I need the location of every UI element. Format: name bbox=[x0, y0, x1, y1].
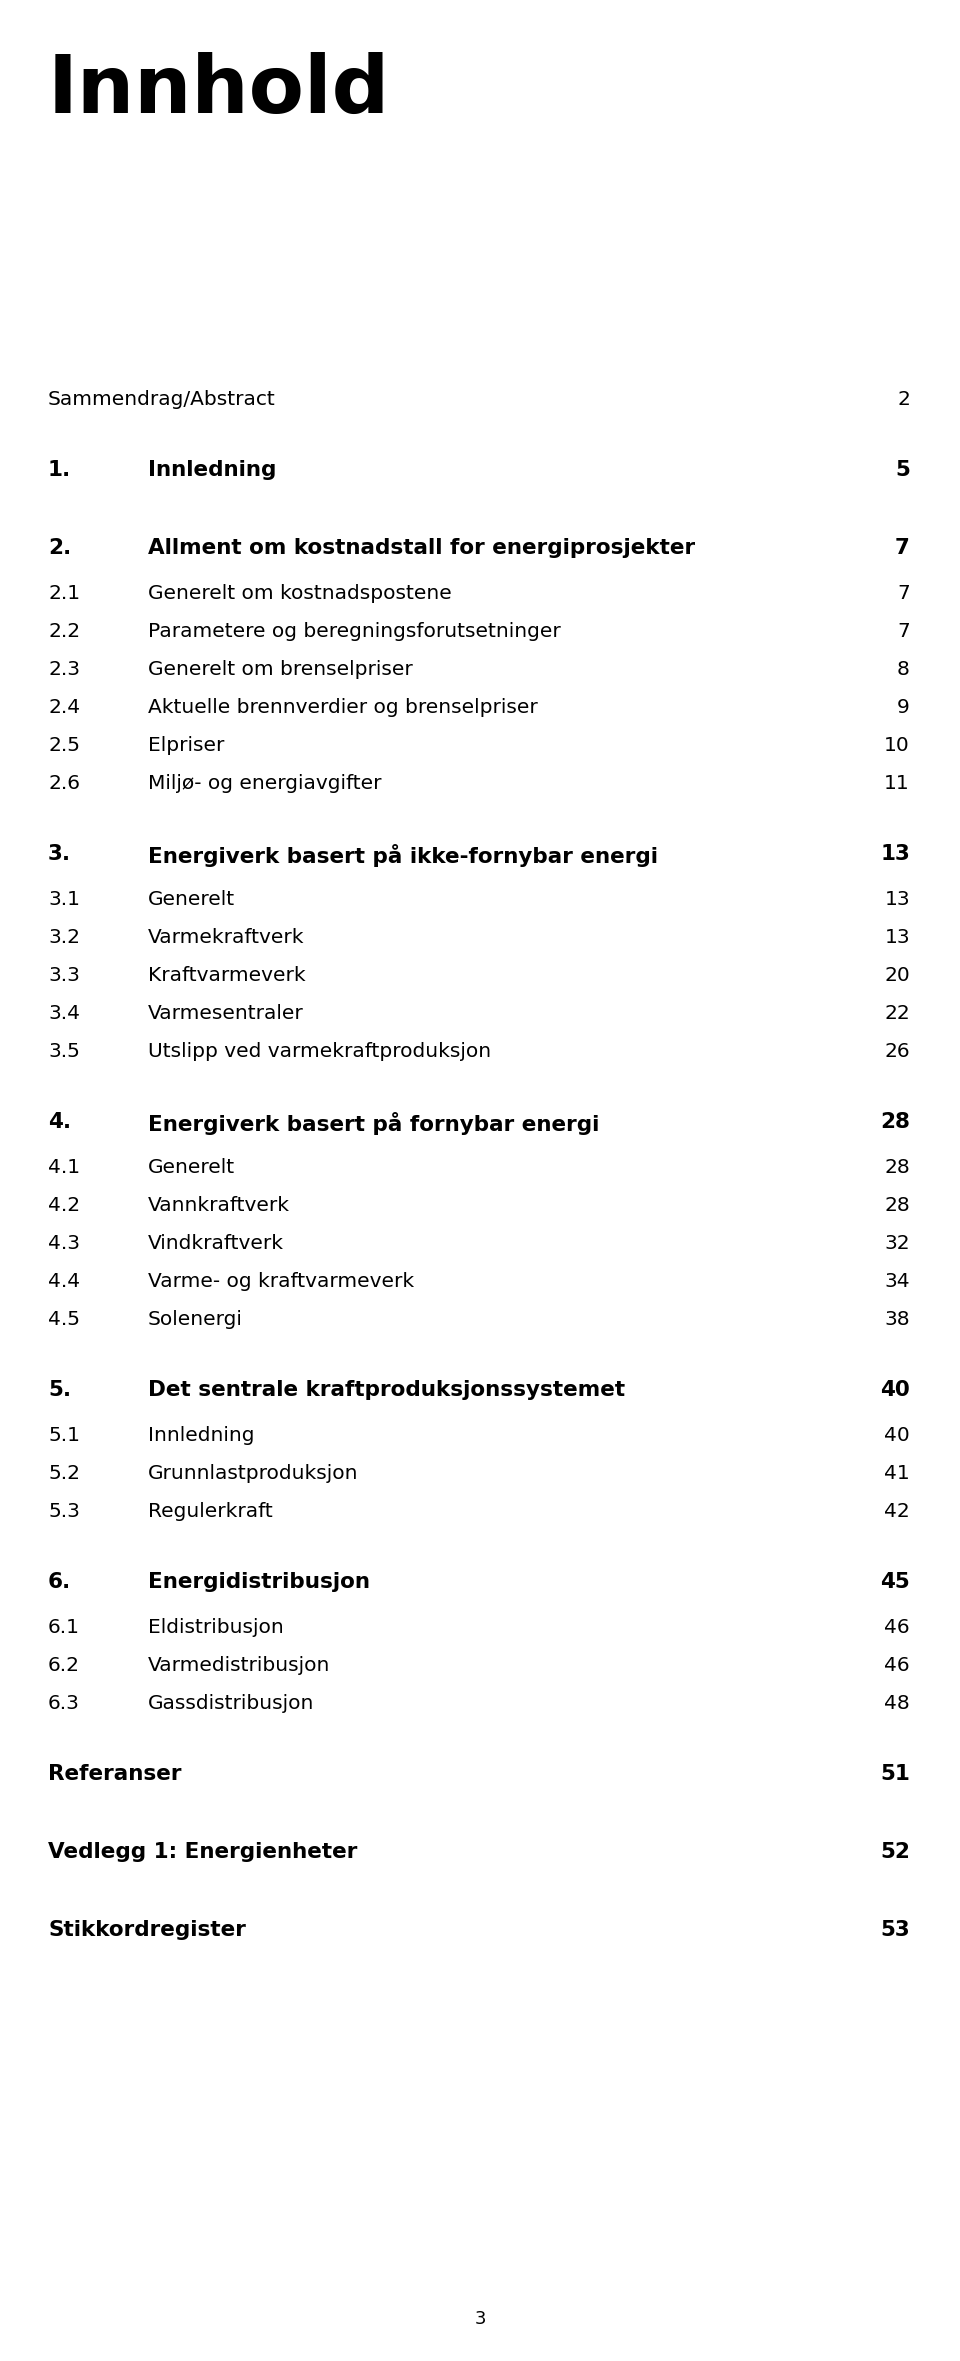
Text: 6.: 6. bbox=[48, 1572, 71, 1591]
Text: 3.2: 3.2 bbox=[48, 928, 80, 947]
Text: 3: 3 bbox=[474, 2309, 486, 2328]
Text: Stikkordregister: Stikkordregister bbox=[48, 1919, 246, 1941]
Text: 13: 13 bbox=[884, 928, 910, 947]
Text: 2.5: 2.5 bbox=[48, 737, 80, 756]
Text: 34: 34 bbox=[884, 1273, 910, 1291]
Text: 4.3: 4.3 bbox=[48, 1235, 80, 1254]
Text: 41: 41 bbox=[884, 1464, 910, 1483]
Text: 13: 13 bbox=[880, 843, 910, 864]
Text: Vindkraftverk: Vindkraftverk bbox=[148, 1235, 284, 1254]
Text: 3.4: 3.4 bbox=[48, 1003, 80, 1022]
Text: 3.5: 3.5 bbox=[48, 1041, 80, 1060]
Text: 32: 32 bbox=[884, 1235, 910, 1254]
Text: Eldistribusjon: Eldistribusjon bbox=[148, 1617, 284, 1636]
Text: 38: 38 bbox=[884, 1310, 910, 1329]
Text: Grunnlastproduksjon: Grunnlastproduksjon bbox=[148, 1464, 358, 1483]
Text: Vedlegg 1: Energienheter: Vedlegg 1: Energienheter bbox=[48, 1842, 357, 1863]
Text: 3.3: 3.3 bbox=[48, 966, 80, 985]
Text: 1.: 1. bbox=[48, 460, 71, 479]
Text: 53: 53 bbox=[880, 1919, 910, 1941]
Text: 2.1: 2.1 bbox=[48, 583, 80, 602]
Text: 45: 45 bbox=[880, 1572, 910, 1591]
Text: Varmesentraler: Varmesentraler bbox=[148, 1003, 303, 1022]
Text: Det sentrale kraftproduksjonssystemet: Det sentrale kraftproduksjonssystemet bbox=[148, 1379, 625, 1400]
Text: 4.: 4. bbox=[48, 1112, 71, 1131]
Text: Referanser: Referanser bbox=[48, 1764, 181, 1785]
Text: Innledning: Innledning bbox=[148, 460, 276, 479]
Text: Vannkraftverk: Vannkraftverk bbox=[148, 1197, 290, 1216]
Text: 20: 20 bbox=[884, 966, 910, 985]
Text: 7: 7 bbox=[895, 538, 910, 557]
Text: Aktuelle brennverdier og brenselpriser: Aktuelle brennverdier og brenselpriser bbox=[148, 699, 538, 718]
Text: 26: 26 bbox=[884, 1041, 910, 1060]
Text: 42: 42 bbox=[884, 1502, 910, 1520]
Text: 4.1: 4.1 bbox=[48, 1157, 80, 1178]
Text: 51: 51 bbox=[880, 1764, 910, 1785]
Text: 4.5: 4.5 bbox=[48, 1310, 80, 1329]
Text: 40: 40 bbox=[884, 1426, 910, 1445]
Text: 6.3: 6.3 bbox=[48, 1693, 80, 1714]
Text: 10: 10 bbox=[884, 737, 910, 756]
Text: Parametere og beregningsforutsetninger: Parametere og beregningsforutsetninger bbox=[148, 621, 561, 640]
Text: 22: 22 bbox=[884, 1003, 910, 1022]
Text: Sammendrag/Abstract: Sammendrag/Abstract bbox=[48, 390, 276, 408]
Text: 28: 28 bbox=[880, 1112, 910, 1131]
Text: Generelt: Generelt bbox=[148, 890, 235, 909]
Text: Regulerkraft: Regulerkraft bbox=[148, 1502, 273, 1520]
Text: 52: 52 bbox=[880, 1842, 910, 1863]
Text: Varmekraftverk: Varmekraftverk bbox=[148, 928, 304, 947]
Text: 2.6: 2.6 bbox=[48, 774, 80, 793]
Text: Innhold: Innhold bbox=[48, 52, 391, 130]
Text: 7: 7 bbox=[898, 583, 910, 602]
Text: 11: 11 bbox=[884, 774, 910, 793]
Text: 5: 5 bbox=[895, 460, 910, 479]
Text: Innledning: Innledning bbox=[148, 1426, 254, 1445]
Text: 6.2: 6.2 bbox=[48, 1655, 80, 1674]
Text: 46: 46 bbox=[884, 1617, 910, 1636]
Text: Elpriser: Elpriser bbox=[148, 737, 225, 756]
Text: 5.1: 5.1 bbox=[48, 1426, 80, 1445]
Text: 40: 40 bbox=[880, 1379, 910, 1400]
Text: 48: 48 bbox=[884, 1693, 910, 1714]
Text: Energidistribusjon: Energidistribusjon bbox=[148, 1572, 370, 1591]
Text: 5.2: 5.2 bbox=[48, 1464, 80, 1483]
Text: 2: 2 bbox=[898, 390, 910, 408]
Text: 7: 7 bbox=[898, 621, 910, 640]
Text: Generelt: Generelt bbox=[148, 1157, 235, 1178]
Text: Kraftvarmeverk: Kraftvarmeverk bbox=[148, 966, 305, 985]
Text: Energiverk basert på fornybar energi: Energiverk basert på fornybar energi bbox=[148, 1112, 599, 1136]
Text: Utslipp ved varmekraftproduksjon: Utslipp ved varmekraftproduksjon bbox=[148, 1041, 492, 1060]
Text: 2.: 2. bbox=[48, 538, 71, 557]
Text: 5.: 5. bbox=[48, 1379, 71, 1400]
Text: 4.4: 4.4 bbox=[48, 1273, 80, 1291]
Text: Allment om kostnadstall for energiprosjekter: Allment om kostnadstall for energiprosje… bbox=[148, 538, 695, 557]
Text: 2.3: 2.3 bbox=[48, 661, 80, 680]
Text: Varme- og kraftvarmeverk: Varme- og kraftvarmeverk bbox=[148, 1273, 414, 1291]
Text: 6.1: 6.1 bbox=[48, 1617, 80, 1636]
Text: 13: 13 bbox=[884, 890, 910, 909]
Text: 3.1: 3.1 bbox=[48, 890, 80, 909]
Text: Varmedistribusjon: Varmedistribusjon bbox=[148, 1655, 330, 1674]
Text: 3.: 3. bbox=[48, 843, 71, 864]
Text: 2.2: 2.2 bbox=[48, 621, 80, 640]
Text: 28: 28 bbox=[884, 1157, 910, 1178]
Text: Solenergi: Solenergi bbox=[148, 1310, 243, 1329]
Text: 5.3: 5.3 bbox=[48, 1502, 80, 1520]
Text: Energiverk basert på ikke-fornybar energi: Energiverk basert på ikke-fornybar energ… bbox=[148, 843, 658, 866]
Text: 9: 9 bbox=[898, 699, 910, 718]
Text: 4.2: 4.2 bbox=[48, 1197, 80, 1216]
Text: 46: 46 bbox=[884, 1655, 910, 1674]
Text: Miljø- og energiavgifter: Miljø- og energiavgifter bbox=[148, 774, 381, 793]
Text: Gassdistribusjon: Gassdistribusjon bbox=[148, 1693, 314, 1714]
Text: Generelt om kostnadspostene: Generelt om kostnadspostene bbox=[148, 583, 452, 602]
Text: 8: 8 bbox=[898, 661, 910, 680]
Text: 2.4: 2.4 bbox=[48, 699, 80, 718]
Text: Generelt om brenselpriser: Generelt om brenselpriser bbox=[148, 661, 413, 680]
Text: 28: 28 bbox=[884, 1197, 910, 1216]
